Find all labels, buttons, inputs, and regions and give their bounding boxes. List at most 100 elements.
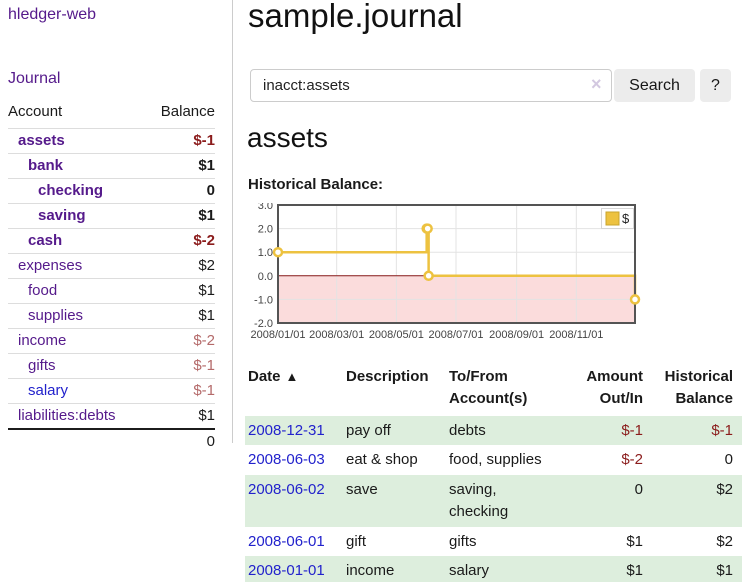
sort-ascending-icon: ▲ xyxy=(285,369,299,384)
register-table: Date ▲ Description To/From Account(s) Amo… xyxy=(245,362,742,582)
accounts-total-row: 0 xyxy=(8,428,215,454)
account-link-liabilities-debts[interactable]: liabilities:debts xyxy=(18,407,116,424)
account-link-assets[interactable]: assets xyxy=(18,132,65,149)
svg-text:2008/05/01: 2008/05/01 xyxy=(369,329,424,341)
account-balance: $-1 xyxy=(145,353,215,379)
account-row: saving $1 xyxy=(8,203,215,229)
register-row: 2008-06-01 gift gifts $1 $2 xyxy=(245,527,742,557)
sidebar: hledger-web Journal Account Balance asse… xyxy=(0,0,233,454)
register-col-balance: Historical Balance xyxy=(664,368,733,407)
register-row: 2008-06-03 eat & shop food, supplies $-2… xyxy=(245,445,742,475)
transaction-date-link[interactable]: 2008-06-02 xyxy=(248,481,325,498)
account-balance: 0 xyxy=(145,178,215,204)
transaction-accounts: saving, checking xyxy=(446,475,574,527)
chart-heading: Historical Balance: xyxy=(248,176,384,193)
account-row: income $-2 xyxy=(8,328,215,354)
account-link-food[interactable]: food xyxy=(28,282,58,299)
transaction-accounts: gifts xyxy=(449,532,477,550)
svg-text:2.0: 2.0 xyxy=(258,224,273,236)
transaction-accounts: debts xyxy=(446,415,574,446)
account-link-bank[interactable]: bank xyxy=(28,157,64,174)
register-row: 2008-12-31 pay off debts $-1 $-1 xyxy=(245,415,742,446)
transaction-balance: $-1 xyxy=(648,415,742,446)
accounts-table: Account Balance assets $-1 bank $1 checkin… xyxy=(8,100,215,454)
account-balance: $-2 xyxy=(145,328,215,354)
register-col-amount: Amount Out/In xyxy=(586,368,643,407)
account-link-saving[interactable]: saving xyxy=(38,207,86,224)
svg-text:2008/09/01: 2008/09/01 xyxy=(489,329,544,341)
accounts-col-balance: Balance xyxy=(160,103,215,120)
clear-search-icon[interactable]: × xyxy=(591,74,602,94)
svg-text:2008/11/01: 2008/11/01 xyxy=(549,329,603,341)
transaction-accounts: salary xyxy=(446,556,574,582)
account-row: expenses $2 xyxy=(8,253,215,279)
transaction-date-link[interactable]: 2008-01-01 xyxy=(248,562,325,580)
transaction-amount: $-1 xyxy=(574,415,648,446)
sidebar-item-journal[interactable]: Journal xyxy=(8,70,61,87)
account-row: liabilities:debts $1 xyxy=(8,403,215,429)
svg-text:-2.0: -2.0 xyxy=(254,318,273,330)
transaction-date-link[interactable]: 2008-06-01 xyxy=(248,532,325,550)
transaction-date-link[interactable]: 2008-12-31 xyxy=(248,421,325,439)
transaction-description: pay off xyxy=(343,415,446,446)
account-balance: $2 xyxy=(145,253,215,279)
register-col-accounts: To/From Account(s) xyxy=(449,368,528,407)
search-input[interactable] xyxy=(250,69,612,102)
transaction-balance: $2 xyxy=(716,532,733,550)
account-row: cash $-2 xyxy=(8,228,215,254)
register-col-date[interactable]: Date ▲ xyxy=(248,368,299,385)
register-row: 2008-06-02 save saving, checking 0 $2 xyxy=(245,475,742,527)
transaction-amount: $1 xyxy=(626,532,643,550)
transaction-balance: $2 xyxy=(648,475,742,527)
account-row: assets $-1 xyxy=(8,128,215,154)
account-link-checking[interactable]: checking xyxy=(38,182,104,199)
account-link-salary[interactable]: salary xyxy=(28,382,69,399)
account-row: checking 0 xyxy=(8,178,215,204)
legend-label: $ xyxy=(622,211,630,226)
svg-text:3.0: 3.0 xyxy=(258,203,273,212)
transaction-date-link[interactable]: 2008-06-03 xyxy=(248,451,325,469)
account-link-expenses[interactable]: expenses xyxy=(18,257,83,274)
accounts-total-value: 0 xyxy=(145,428,215,454)
account-row: supplies $1 xyxy=(8,303,215,329)
chart-plot-border xyxy=(277,204,636,324)
transaction-amount: 0 xyxy=(574,475,648,527)
account-row: gifts $-1 xyxy=(8,353,215,379)
account-balance: $1 xyxy=(145,153,215,179)
transaction-description: income xyxy=(343,556,446,582)
account-row: food $1 xyxy=(8,278,215,304)
account-page-title: assets xyxy=(247,122,328,153)
account-row: salary $-1 xyxy=(8,378,215,404)
transaction-amount: $-2 xyxy=(621,451,643,469)
svg-text:2008/01/01: 2008/01/01 xyxy=(250,329,305,341)
svg-text:2008/07/01: 2008/07/01 xyxy=(428,329,483,341)
account-row: bank $1 xyxy=(8,153,215,179)
page-title: sample.journal xyxy=(248,0,463,34)
transaction-accounts: food, supplies xyxy=(449,451,542,469)
transaction-description: eat & shop xyxy=(346,451,418,469)
help-button[interactable]: ? xyxy=(700,69,731,102)
account-link-supplies[interactable]: supplies xyxy=(28,307,84,324)
account-balance: $1 xyxy=(145,403,215,429)
chart-legend: $ xyxy=(601,208,634,229)
register-col-description: Description xyxy=(346,368,429,385)
accounts-col-account: Account xyxy=(8,103,63,120)
account-balance: $1 xyxy=(145,278,215,304)
account-balance: $-2 xyxy=(145,228,215,254)
account-balance: $1 xyxy=(145,203,215,229)
svg-text:2008/03/01: 2008/03/01 xyxy=(309,329,364,341)
legend-color-swatch xyxy=(605,211,620,226)
transaction-balance: $1 xyxy=(648,556,742,582)
svg-text:-1.0: -1.0 xyxy=(254,294,273,306)
app-brand-link[interactable]: hledger-web xyxy=(8,6,97,23)
account-balance: $1 xyxy=(145,303,215,329)
account-link-income[interactable]: income xyxy=(18,332,67,349)
transaction-amount: $1 xyxy=(574,556,648,582)
search-button[interactable]: Search xyxy=(614,69,695,102)
svg-text:0.0: 0.0 xyxy=(258,271,273,283)
transaction-description: gift xyxy=(346,532,367,550)
account-balance: $-1 xyxy=(145,378,215,404)
account-link-cash[interactable]: cash xyxy=(28,232,63,249)
account-link-gifts[interactable]: gifts xyxy=(28,357,56,374)
